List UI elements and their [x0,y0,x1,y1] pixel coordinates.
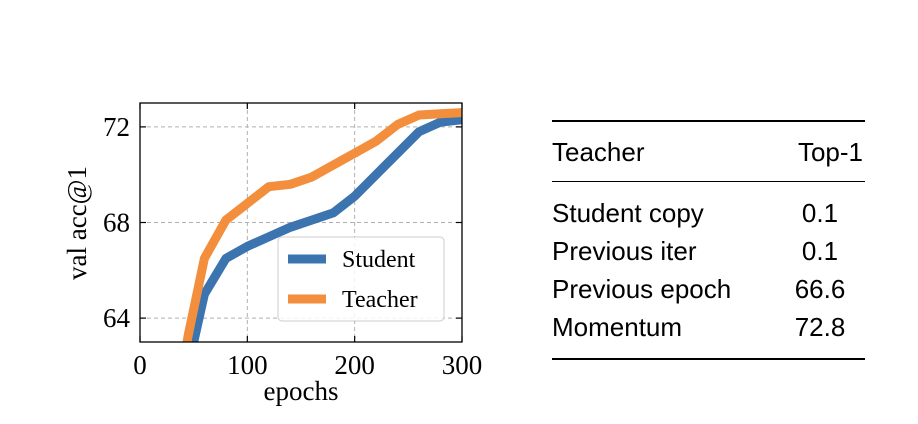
y-tick-label: 72 [103,112,130,142]
legend-label-student: Student [342,247,416,273]
cell-top1: 72.8 [794,311,846,342]
y-tick-label: 68 [103,208,130,238]
series-line-teacher [182,108,462,342]
table-row: Student copy 0.1 [552,182,865,233]
cell-top1: 0.1 [801,235,839,266]
cell-top1: 0.1 [801,197,839,228]
y-tick-label: 64 [103,303,131,333]
x-tick-label: 100 [227,350,268,380]
cell-teacher: Previous epoch [552,273,732,304]
table-header-row: Teacher Top-1 [552,121,865,182]
cell-teacher: Momentum [552,311,683,342]
legend-label-teacher: Teacher [342,287,418,313]
header-teacher: Teacher [552,137,645,167]
results-table: Teacher Top-1 Student copy 0.1 Previous … [552,120,865,360]
table-row: Previous iter 0.1 [552,232,865,270]
table-row: Momentum 72.8 [552,308,865,359]
header-top1: Top-1 [797,137,863,167]
cell-teacher: Student copy [552,197,704,228]
legend: Student Teacher [277,236,445,322]
x-tick-label: 0 [133,350,147,380]
cell-top1: 66.6 [794,273,846,304]
x-axis-label: epochs [264,376,339,406]
series-line-student [189,115,462,342]
cell-teacher: Previous iter [552,235,697,266]
x-tick-label: 200 [334,350,375,380]
series-lines [182,108,462,342]
y-axis-label: val acc@1 [62,166,92,280]
x-tick-label: 300 [442,350,483,380]
table-row: Previous epoch 66.6 [552,270,865,308]
axis-ticks: 0 100 200 300 64 68 72 [103,103,482,380]
